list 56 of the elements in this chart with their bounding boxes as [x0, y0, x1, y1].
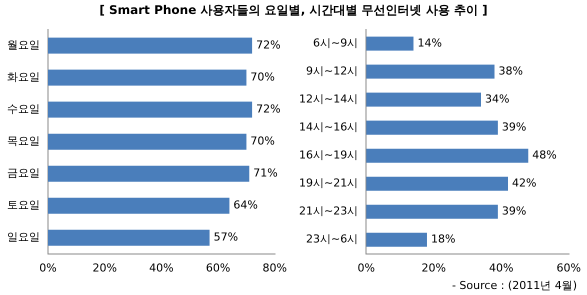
- x-tick-label: 0%: [39, 261, 57, 274]
- x-tick-label: 60%: [206, 261, 230, 274]
- data-label: 34%: [484, 92, 510, 106]
- bar: [366, 176, 508, 191]
- y-tick-label: 16시~19시: [298, 148, 358, 162]
- bar: [366, 36, 414, 51]
- bar: [48, 70, 246, 86]
- data-label: 70%: [250, 134, 275, 148]
- y-tick-label: 9시~12시: [306, 64, 358, 78]
- bar: [366, 148, 528, 163]
- y-tick-label: 6시~9시: [312, 36, 358, 50]
- y-tick-label: 일요일: [7, 230, 40, 244]
- bar: [366, 92, 481, 107]
- bar: [48, 134, 246, 150]
- y-tick-label: 수요일: [7, 102, 40, 116]
- bar: [366, 64, 494, 79]
- bar: [48, 166, 250, 182]
- y-tick-label: 23시~6시: [306, 232, 358, 246]
- data-label: 39%: [502, 120, 526, 134]
- x-tick-label: 40%: [489, 261, 514, 274]
- data-label: 64%: [233, 198, 258, 212]
- x-tick-label: 20%: [92, 261, 117, 274]
- x-tick-label: 80%: [262, 261, 287, 274]
- chart-title: [ Smart Phone 사용자들의 요일별, 시간대별 무선인터넷 사용 추이 ]: [98, 2, 489, 19]
- y-tick-label: 14시~16시: [298, 120, 358, 134]
- y-tick-label: 21시~23시: [298, 204, 358, 218]
- data-label: 39%: [502, 204, 526, 218]
- data-label: 48%: [532, 148, 557, 162]
- bar: [48, 38, 252, 54]
- x-tick-label: 0%: [357, 261, 375, 274]
- data-label: 70%: [250, 70, 275, 84]
- data-label: 14%: [417, 36, 442, 50]
- text: - Source : (2011년 4월): [452, 278, 577, 293]
- data-label: 38%: [498, 64, 523, 78]
- x-tick-label: 40%: [149, 261, 174, 274]
- x-tick-label: 20%: [422, 261, 446, 274]
- data-label: 71%: [253, 166, 278, 180]
- bar: [366, 120, 498, 135]
- y-tick-label: 화요일: [7, 70, 40, 84]
- data-label: 42%: [512, 176, 536, 190]
- data-label: 72%: [256, 38, 281, 52]
- data-label: 72%: [256, 102, 281, 116]
- y-tick-label: 19시~21시: [298, 176, 358, 190]
- y-tick-label: 금요일: [7, 166, 40, 180]
- data-label: 18%: [430, 232, 456, 246]
- bar: [366, 204, 498, 219]
- bar: [366, 232, 427, 247]
- y-tick-label: 토요일: [7, 198, 40, 212]
- x-tick-label: 60%: [556, 261, 581, 274]
- data-label: 57%: [214, 230, 238, 244]
- bar: [48, 102, 252, 118]
- y-tick-label: 월요일: [7, 38, 40, 52]
- y-tick-label: 목요일: [7, 134, 40, 148]
- bar: [48, 230, 210, 246]
- bar: [48, 198, 230, 214]
- y-tick-label: 12시~14시: [298, 92, 358, 106]
